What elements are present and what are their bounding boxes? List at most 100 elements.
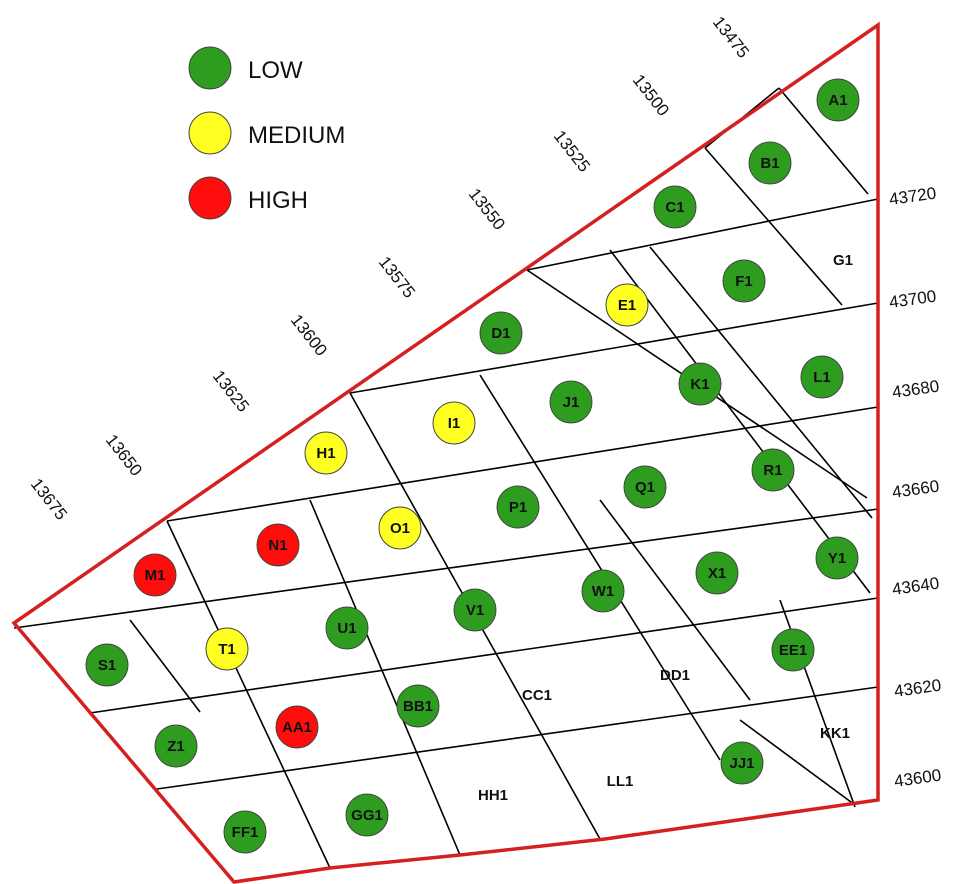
- plot-label: J1: [563, 394, 580, 411]
- northing-label: 43660: [891, 477, 940, 502]
- plot-hh1[interactable]: HH1: [478, 787, 508, 804]
- plot-m1[interactable]: M1: [133, 553, 177, 597]
- legend-high-label: HIGH: [248, 187, 308, 214]
- plot-ll1[interactable]: LL1: [607, 773, 634, 790]
- grid-row-line: [156, 686, 879, 790]
- plot-label: A1: [828, 92, 847, 109]
- plot-markers: A1 B1 C1 G1 F1 E1 D1 L1 K1 J1 I1 H1 R1 Q…: [85, 78, 860, 854]
- plot-f1[interactable]: F1: [722, 259, 766, 303]
- plot-marker-medium: [205, 627, 249, 671]
- plot-bb1[interactable]: BB1: [396, 684, 440, 728]
- plot-label: Q1: [635, 479, 655, 496]
- plot-marker-low: [453, 588, 497, 632]
- plot-marker-low: [678, 362, 722, 406]
- plot-ff1[interactable]: FF1: [223, 810, 267, 854]
- plot-marker-low: [325, 606, 369, 650]
- plot-jj1[interactable]: JJ1: [720, 741, 764, 785]
- northing-label: 43680: [891, 377, 940, 402]
- plot-marker-low: [85, 643, 129, 687]
- plot-o1[interactable]: O1: [378, 506, 422, 550]
- grid-diagonal-line: [739, 719, 856, 806]
- grid-diagonal-line: [129, 619, 201, 713]
- plot-q1[interactable]: Q1: [623, 465, 667, 509]
- plot-marker-medium: [378, 506, 422, 550]
- plot-h1[interactable]: H1: [304, 431, 348, 475]
- plot-label: F1: [735, 273, 753, 290]
- plot-marker-low: [695, 551, 739, 595]
- plot-l1[interactable]: L1: [800, 355, 844, 399]
- plot-j1[interactable]: J1: [549, 380, 593, 424]
- plot-r1[interactable]: R1: [751, 448, 795, 492]
- plot-label: I1: [448, 415, 461, 432]
- plot-z1[interactable]: Z1: [154, 724, 198, 768]
- plot-marker-low: [479, 311, 523, 355]
- plot-s1[interactable]: S1: [85, 643, 129, 687]
- legend-item-medium: MEDIUM: [188, 111, 345, 155]
- area-boundary: [11, 21, 880, 884]
- northing-label: 43620: [893, 676, 942, 701]
- plot-marker-low: [653, 185, 697, 229]
- plot-label: W1: [592, 583, 615, 600]
- plot-label: B1: [760, 155, 779, 172]
- easting-label: 13500: [629, 71, 673, 120]
- legend-low-marker: [188, 46, 232, 90]
- plot-label: T1: [218, 641, 236, 658]
- legend-item-low: LOW: [188, 46, 303, 90]
- plot-b1[interactable]: B1: [748, 141, 792, 185]
- plot-label: C1: [665, 199, 684, 216]
- plot-marker-low: [496, 485, 540, 529]
- plot-label: EE1: [779, 642, 807, 659]
- plot-label: V1: [466, 602, 484, 619]
- grid-diagonal-line: [166, 520, 331, 869]
- easting-label: 13625: [209, 367, 253, 416]
- plot-d1[interactable]: D1: [479, 311, 523, 355]
- plot-label: HH1: [478, 787, 508, 804]
- plot-ee1[interactable]: EE1: [771, 628, 815, 672]
- plot-label: KK1: [820, 725, 850, 742]
- plot-marker-low: [816, 78, 860, 122]
- plot-e1[interactable]: E1: [605, 283, 649, 327]
- plot-a1[interactable]: A1: [816, 78, 860, 122]
- plot-marker-high: [275, 705, 319, 749]
- plot-g1[interactable]: G1: [833, 252, 853, 269]
- plot-dd1[interactable]: DD1: [660, 667, 690, 684]
- easting-label: 13650: [102, 431, 146, 480]
- plot-kk1[interactable]: KK1: [820, 725, 850, 742]
- plot-label: X1: [708, 565, 726, 582]
- grid-row-line: [526, 198, 879, 271]
- plot-marker-low: [720, 741, 764, 785]
- plot-c1[interactable]: C1: [653, 185, 697, 229]
- plot-w1[interactable]: W1: [581, 569, 625, 613]
- plot-i1[interactable]: I1: [432, 401, 476, 445]
- grid-diagonal-line: [479, 374, 721, 761]
- grid-diagonal-line: [649, 246, 873, 519]
- plot-label: GG1: [351, 807, 383, 824]
- plot-u1[interactable]: U1: [325, 606, 369, 650]
- plot-cc1[interactable]: CC1: [522, 687, 552, 704]
- plot-n1[interactable]: N1: [256, 523, 300, 567]
- plot-marker-medium: [304, 431, 348, 475]
- plot-marker-low: [549, 380, 593, 424]
- plot-gg1[interactable]: GG1: [345, 793, 389, 837]
- plot-label: Y1: [828, 550, 846, 567]
- plot-label: M1: [145, 567, 166, 584]
- northing-labels: 43720 43700 43680 43660 43640 43620 4360…: [888, 184, 942, 791]
- plot-label: U1: [337, 620, 356, 637]
- plot-label: LL1: [607, 773, 634, 790]
- plot-label: N1: [268, 537, 287, 554]
- grid-diagonal-line: [609, 249, 871, 594]
- plot-marker-low: [345, 793, 389, 837]
- easting-label: 13550: [465, 185, 509, 234]
- plot-marker-medium: [605, 283, 649, 327]
- plot-aa1[interactable]: AA1: [275, 705, 319, 749]
- plot-y1[interactable]: Y1: [815, 536, 859, 580]
- plot-marker-low: [223, 810, 267, 854]
- plot-v1[interactable]: V1: [453, 588, 497, 632]
- plot-t1[interactable]: T1: [205, 627, 249, 671]
- plot-marker-low: [623, 465, 667, 509]
- plot-x1[interactable]: X1: [695, 551, 739, 595]
- plot-p1[interactable]: P1: [496, 485, 540, 529]
- plot-k1[interactable]: K1: [678, 362, 722, 406]
- easting-label: 13525: [550, 127, 594, 176]
